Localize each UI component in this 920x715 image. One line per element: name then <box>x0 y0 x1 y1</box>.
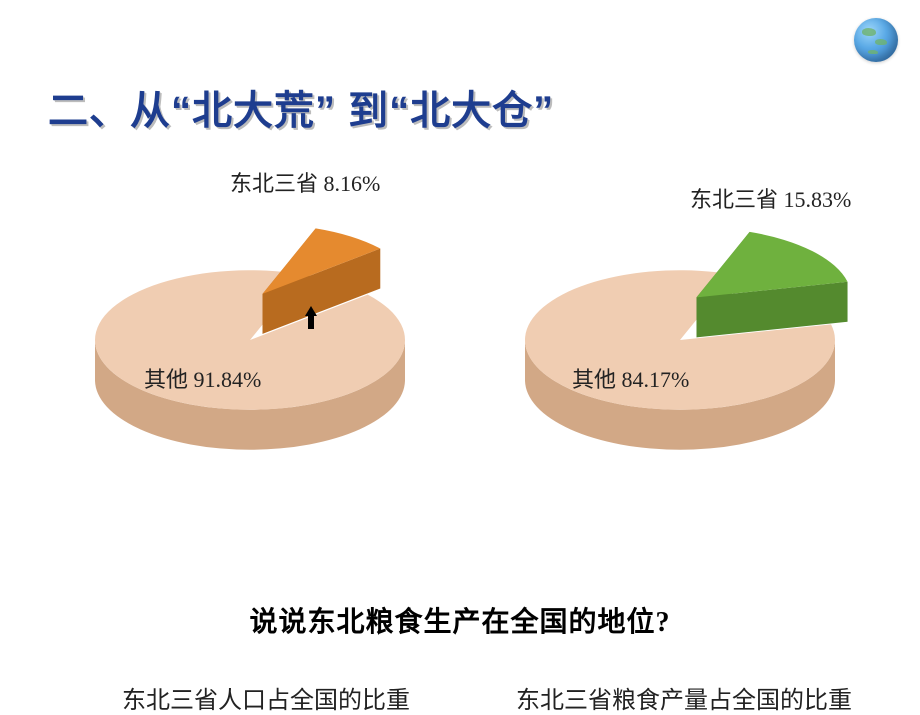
globe-icon <box>854 18 898 62</box>
charts-area: 东北三省 8.16% 其他 91.84% 东北三省人口占全国的比重 东北三省 1… <box>0 170 920 540</box>
grain-slice-label: 东北三省 15.83% <box>690 182 851 214</box>
question-text: 说说东北粮食生产在全国的地位? <box>0 600 920 640</box>
population-slice-label: 东北三省 8.16% <box>230 166 380 198</box>
grain-caption: 东北三省粮食产量占全国的比重 <box>474 680 894 715</box>
cursor-arrow-icon <box>308 316 314 329</box>
grain-chart: 东北三省 15.83% 其他 84.17% <box>480 170 900 465</box>
population-chart: 东北三省 8.16% 其他 91.84% <box>50 170 470 465</box>
population-other-label: 其他 91.84% <box>144 362 261 394</box>
grain-other-label: 其他 84.17% <box>572 362 689 394</box>
population-caption: 东北三省人口占全国的比重 <box>66 680 466 715</box>
population-pie <box>50 170 470 460</box>
page-title: 二、从“北大荒” 到“北大仓” <box>48 78 554 136</box>
